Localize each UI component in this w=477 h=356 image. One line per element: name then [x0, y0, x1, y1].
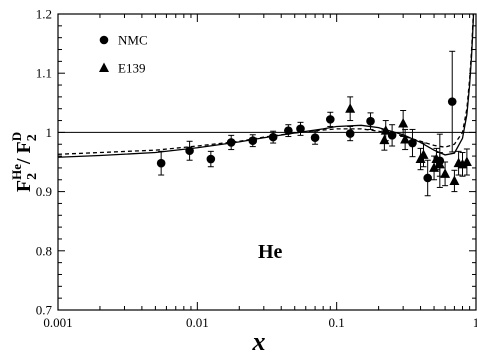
legend: NMC E139: [99, 33, 148, 76]
legend-label-e139: E139: [118, 61, 145, 76]
nmc-point: [248, 136, 258, 145]
y-axis-label: F2He/ F2D: [9, 132, 40, 192]
nmc-point: [310, 133, 320, 143]
e139-point: [379, 134, 390, 145]
nmc-point: [185, 146, 194, 156]
nmc-point: [268, 132, 278, 142]
legend-marker-e139: [99, 62, 109, 72]
e139-point: [380, 125, 391, 135]
x-tick-label: 1: [473, 315, 477, 330]
model-curves: [58, 14, 475, 158]
y-tick-label: 1.1: [36, 66, 52, 81]
legend-marker-nmc: [99, 35, 109, 45]
x-tick-label: 0.01: [186, 315, 209, 330]
y-axis: 0.7 0.8 0.9 1 1.1 1.2: [36, 7, 476, 318]
x-axis: 0.001 0.01 0.1 1: [43, 14, 477, 330]
plot-frame: [57, 13, 477, 311]
y-tick-label: 1.2: [36, 7, 52, 22]
nmc-point: [408, 138, 417, 148]
y-tick-label: 0.7: [36, 303, 53, 318]
x-tick-label: 0.001: [43, 315, 72, 330]
solid-curve: [58, 14, 475, 158]
data-points: [156, 50, 472, 197]
nmc-point: [206, 154, 216, 164]
nmc-point: [423, 173, 432, 183]
nmc-point: [284, 126, 293, 135]
plot-border: [57, 13, 477, 311]
e139-point: [400, 134, 411, 144]
e139-point: [440, 168, 451, 178]
y-label-sup2: D: [9, 132, 24, 141]
y-label-sup: He: [9, 164, 24, 180]
e139-point: [434, 158, 445, 169]
y-label-separator: / F: [13, 141, 35, 165]
annotation-label: He: [258, 241, 283, 263]
y-label-sub2: 2: [25, 134, 40, 141]
e139-point: [418, 149, 429, 159]
nmc-point: [156, 158, 166, 168]
e139-point: [345, 103, 356, 113]
x-tick-label: 0.1: [329, 315, 345, 330]
y-label-sub: 2: [25, 173, 40, 180]
nmc-point: [296, 124, 305, 134]
x-axis-label: x: [252, 327, 266, 356]
nmc-point: [447, 97, 457, 106]
y-tick-label: 0.8: [36, 243, 52, 258]
e139-point: [449, 175, 460, 185]
y-label-main: F: [13, 180, 35, 192]
y-tick-label: 1: [46, 125, 53, 140]
y-tick-label: 0.9: [36, 184, 52, 199]
nmc-point: [325, 115, 335, 124]
e139-point: [461, 156, 472, 166]
nmc-point: [226, 138, 236, 147]
legend-label-nmc: NMC: [118, 33, 148, 48]
nmc-point: [345, 129, 355, 138]
e139-point: [398, 118, 409, 128]
nmc-point: [366, 116, 375, 126]
